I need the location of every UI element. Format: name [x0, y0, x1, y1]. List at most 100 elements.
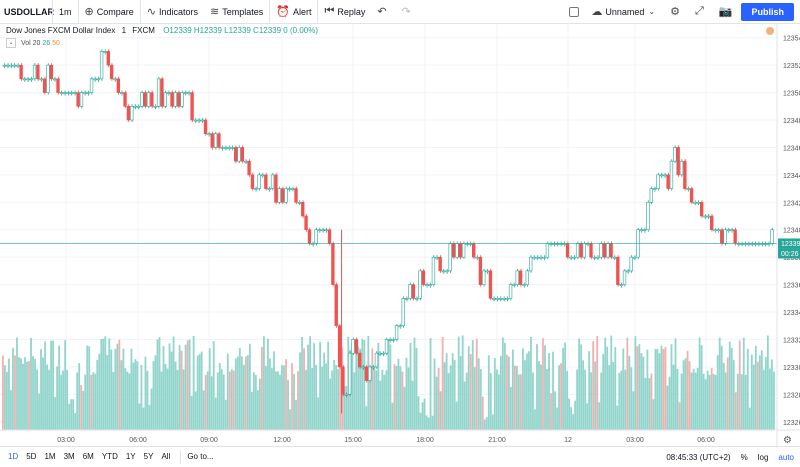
range-6m[interactable]: 6M — [82, 452, 94, 461]
undo-button[interactable]: ↶ — [371, 0, 395, 24]
axis-settings-gear-icon[interactable]: ⚙ — [783, 435, 792, 446]
volume-bar — [389, 344, 392, 430]
layout-menu[interactable]: ☁ Unnamed ⌄ — [585, 0, 664, 24]
publish-button[interactable]: Publish — [741, 2, 794, 21]
range-5d[interactable]: 5D — [26, 452, 37, 461]
candle — [696, 202, 700, 204]
volume-bar — [238, 348, 241, 430]
candle — [505, 298, 509, 300]
volume-bar — [672, 364, 675, 430]
volume-bar — [441, 336, 444, 430]
gear-icon: ⚙ — [670, 6, 680, 18]
symbol-search[interactable]: USDOLLAR — [4, 6, 54, 17]
volume-bar — [530, 336, 532, 430]
volume-bar — [236, 356, 239, 430]
goto-button[interactable]: Go to... — [187, 452, 214, 461]
interval-button[interactable]: 1m — [59, 6, 72, 17]
candle — [173, 92, 178, 107]
volume-bar — [212, 341, 215, 430]
settings-button[interactable]: ⚙ — [664, 0, 689, 24]
volume-bar — [287, 380, 289, 430]
volume-bar — [381, 369, 384, 430]
price-chart[interactable]: 12326 12328 12330 12332 12334 12336 12338 12340… — [0, 24, 800, 448]
volume-bar — [309, 336, 311, 430]
auto-toggle[interactable]: auto — [778, 452, 794, 462]
volume-bar — [528, 351, 530, 430]
templates-button[interactable]: ≋ Templates — [204, 0, 269, 24]
volume-bar — [120, 360, 123, 430]
candle — [438, 256, 442, 272]
redo-button[interactable]: ↷ — [396, 0, 420, 24]
range-3m[interactable]: 3M — [63, 452, 75, 461]
volume-bar — [240, 356, 243, 430]
volume-bar — [277, 371, 279, 430]
volume-bar — [684, 358, 687, 430]
candle — [653, 188, 657, 190]
volume-bar — [198, 354, 201, 430]
volume-bar — [544, 345, 546, 430]
volume-bar — [750, 354, 753, 430]
alert-button[interactable]: ⏰ Alert — [270, 0, 317, 24]
volume-bar — [327, 341, 330, 430]
volume-bar — [766, 335, 769, 430]
volume-bar — [664, 347, 667, 430]
volume-bar — [511, 349, 514, 430]
volume-bar — [437, 367, 440, 430]
candle — [642, 229, 647, 232]
candle — [676, 147, 680, 176]
range-1d[interactable]: 1D — [8, 452, 19, 461]
volume-bar — [479, 369, 482, 430]
volume-bar — [694, 372, 697, 430]
candle — [250, 174, 255, 189]
volume-bar — [357, 346, 360, 430]
volume-bar — [688, 361, 691, 430]
volume-bar — [630, 367, 633, 430]
volume-bar — [333, 359, 336, 430]
price-tick-label: 12332 — [783, 337, 800, 344]
range-5y[interactable]: 5Y — [143, 452, 154, 461]
fullscreen-toggle[interactable] — [563, 0, 585, 24]
volume-bar — [14, 355, 16, 430]
volume-bar — [188, 339, 191, 430]
price-tick-label: 12338 — [783, 255, 800, 262]
candle — [103, 51, 107, 53]
candle — [234, 147, 238, 162]
volume-bar — [411, 380, 414, 430]
volume-bar — [636, 346, 639, 430]
volume-bar — [144, 356, 147, 430]
candle — [22, 78, 27, 81]
volume-bar — [345, 385, 348, 430]
compare-button[interactable]: ⊕ Compare — [79, 0, 140, 24]
volume-bar — [590, 372, 593, 430]
percent-toggle[interactable]: % — [740, 452, 748, 462]
candle — [582, 243, 586, 258]
volume-bar — [568, 398, 571, 430]
log-toggle[interactable]: log — [757, 452, 769, 462]
replay-button[interactable]: ⏮ Replay — [318, 0, 371, 24]
volume-bar — [397, 358, 400, 430]
candle — [649, 188, 654, 203]
volume-bar — [407, 367, 410, 430]
range-1m[interactable]: 1M — [44, 452, 56, 461]
volume-bar — [552, 351, 554, 430]
range-1y[interactable]: 1Y — [125, 452, 136, 461]
range-ytd[interactable]: YTD — [101, 452, 118, 461]
snapshot-button[interactable]: 📷 — [713, 0, 742, 24]
expand-button[interactable]: ⤢ — [689, 0, 713, 24]
volume-bar — [299, 352, 301, 430]
volume-bar — [62, 370, 65, 430]
volume-bar — [574, 400, 577, 430]
volume-bar — [32, 356, 34, 430]
volume-bar — [497, 374, 500, 430]
volume-bar — [38, 393, 40, 430]
clock[interactable]: 08:45:33 (UTC+2) — [666, 452, 731, 462]
time-tick-label: 21:00 — [488, 437, 506, 444]
volume-bar — [319, 341, 322, 430]
volume-bar — [572, 414, 575, 430]
collapse-icon[interactable]: ⌄ — [6, 38, 16, 48]
indicators-button[interactable]: ∿ Indicators — [141, 0, 204, 24]
volume-bar — [726, 357, 729, 430]
candle — [428, 284, 432, 286]
range-all[interactable]: All — [161, 452, 171, 461]
volume-bar — [50, 340, 52, 430]
